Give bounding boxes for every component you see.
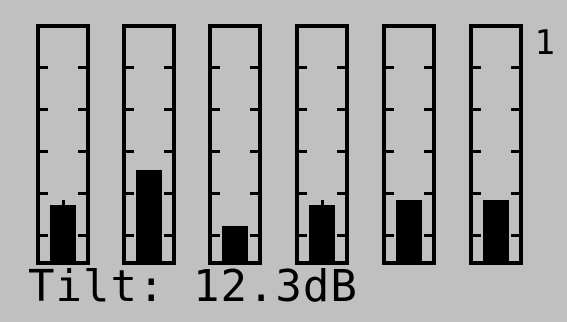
meter-tick [424, 66, 432, 69]
meter-tick [250, 66, 258, 69]
meter-tick [40, 108, 48, 111]
meter-tick [299, 192, 307, 195]
meter-tick [40, 66, 48, 69]
meter-frame-bottom [382, 261, 436, 265]
meter-tick [78, 108, 86, 111]
meter-tick [250, 234, 258, 237]
page-number: 1 [534, 23, 555, 63]
meter-tick [473, 150, 481, 153]
meter-tick [337, 108, 345, 111]
meter-tick [386, 150, 394, 153]
meter-tick [386, 192, 394, 195]
meter-tick [78, 66, 86, 69]
meter-tick [337, 192, 345, 195]
meter-tick [212, 108, 220, 111]
meter-tick [424, 192, 432, 195]
meter-frame-bottom [36, 261, 90, 265]
meter-level-bar [309, 205, 335, 261]
meter-2 [122, 24, 176, 265]
meter-tick [164, 108, 172, 111]
meter-tick [126, 66, 134, 69]
meter-tick [78, 234, 86, 237]
meter-level-bar [396, 200, 422, 261]
meter-frame-top [208, 24, 262, 28]
meter-tick [473, 234, 481, 237]
meter-tick [78, 192, 86, 195]
meter-tick [126, 192, 134, 195]
meter-peak-marker [62, 200, 65, 205]
meter-tick [473, 108, 481, 111]
meter-tick [337, 234, 345, 237]
meter-frame-top [295, 24, 349, 28]
meter-tick [473, 192, 481, 195]
meter-tick [386, 234, 394, 237]
meter-frame-top [122, 24, 176, 28]
meter-1 [36, 24, 90, 265]
meter-level-bar [50, 205, 76, 261]
meter-frame-bottom [295, 261, 349, 265]
meter-tick [40, 192, 48, 195]
meter-frame-top [36, 24, 90, 28]
meter-level-bar [483, 200, 509, 261]
meter-tick [212, 66, 220, 69]
meter-frame-bottom [469, 261, 523, 265]
meter-tick [386, 66, 394, 69]
meter-tick [40, 150, 48, 153]
tilt-readout: Tilt: 12.3dB [28, 264, 358, 310]
meter-tick [511, 66, 519, 69]
meter-tick [78, 150, 86, 153]
tilt-value: 12.3dB [192, 261, 358, 312]
meter-tick [164, 192, 172, 195]
meter-tick [212, 150, 220, 153]
meter-tick [299, 66, 307, 69]
meter-tick [40, 234, 48, 237]
meter-tick [424, 108, 432, 111]
meter-6 [469, 24, 523, 265]
meter-frame-top [382, 24, 436, 28]
meter-tick [299, 234, 307, 237]
meter-4 [295, 24, 349, 265]
meter-tick [250, 150, 258, 153]
meter-tick [511, 234, 519, 237]
meter-tick [511, 108, 519, 111]
meter-5 [382, 24, 436, 265]
meter-tick [424, 234, 432, 237]
meter-tick [164, 234, 172, 237]
meter-tick [164, 66, 172, 69]
meter-frame-top [469, 24, 523, 28]
meter-frame-bottom [208, 261, 262, 265]
meter-3 [208, 24, 262, 265]
meter-tick [299, 150, 307, 153]
meter-tick [126, 108, 134, 111]
meter-tick [337, 66, 345, 69]
meter-tick [473, 66, 481, 69]
meter-tick [126, 150, 134, 153]
meter-tick [299, 108, 307, 111]
meter-tick [511, 150, 519, 153]
meter-peak-marker [321, 200, 324, 205]
meter-tick [424, 150, 432, 153]
meter-tick [212, 192, 220, 195]
meter-level-bar [136, 170, 162, 261]
meter-tick [126, 234, 134, 237]
meter-tick [386, 108, 394, 111]
meter-tick [511, 192, 519, 195]
meter-tick [212, 234, 220, 237]
meter-tick [337, 150, 345, 153]
meter-tick [164, 150, 172, 153]
meter-tick [250, 192, 258, 195]
meter-level-bar [222, 226, 248, 261]
tilt-label: Tilt: [28, 261, 166, 312]
meter-frame-bottom [122, 261, 176, 265]
meter-tick [250, 108, 258, 111]
